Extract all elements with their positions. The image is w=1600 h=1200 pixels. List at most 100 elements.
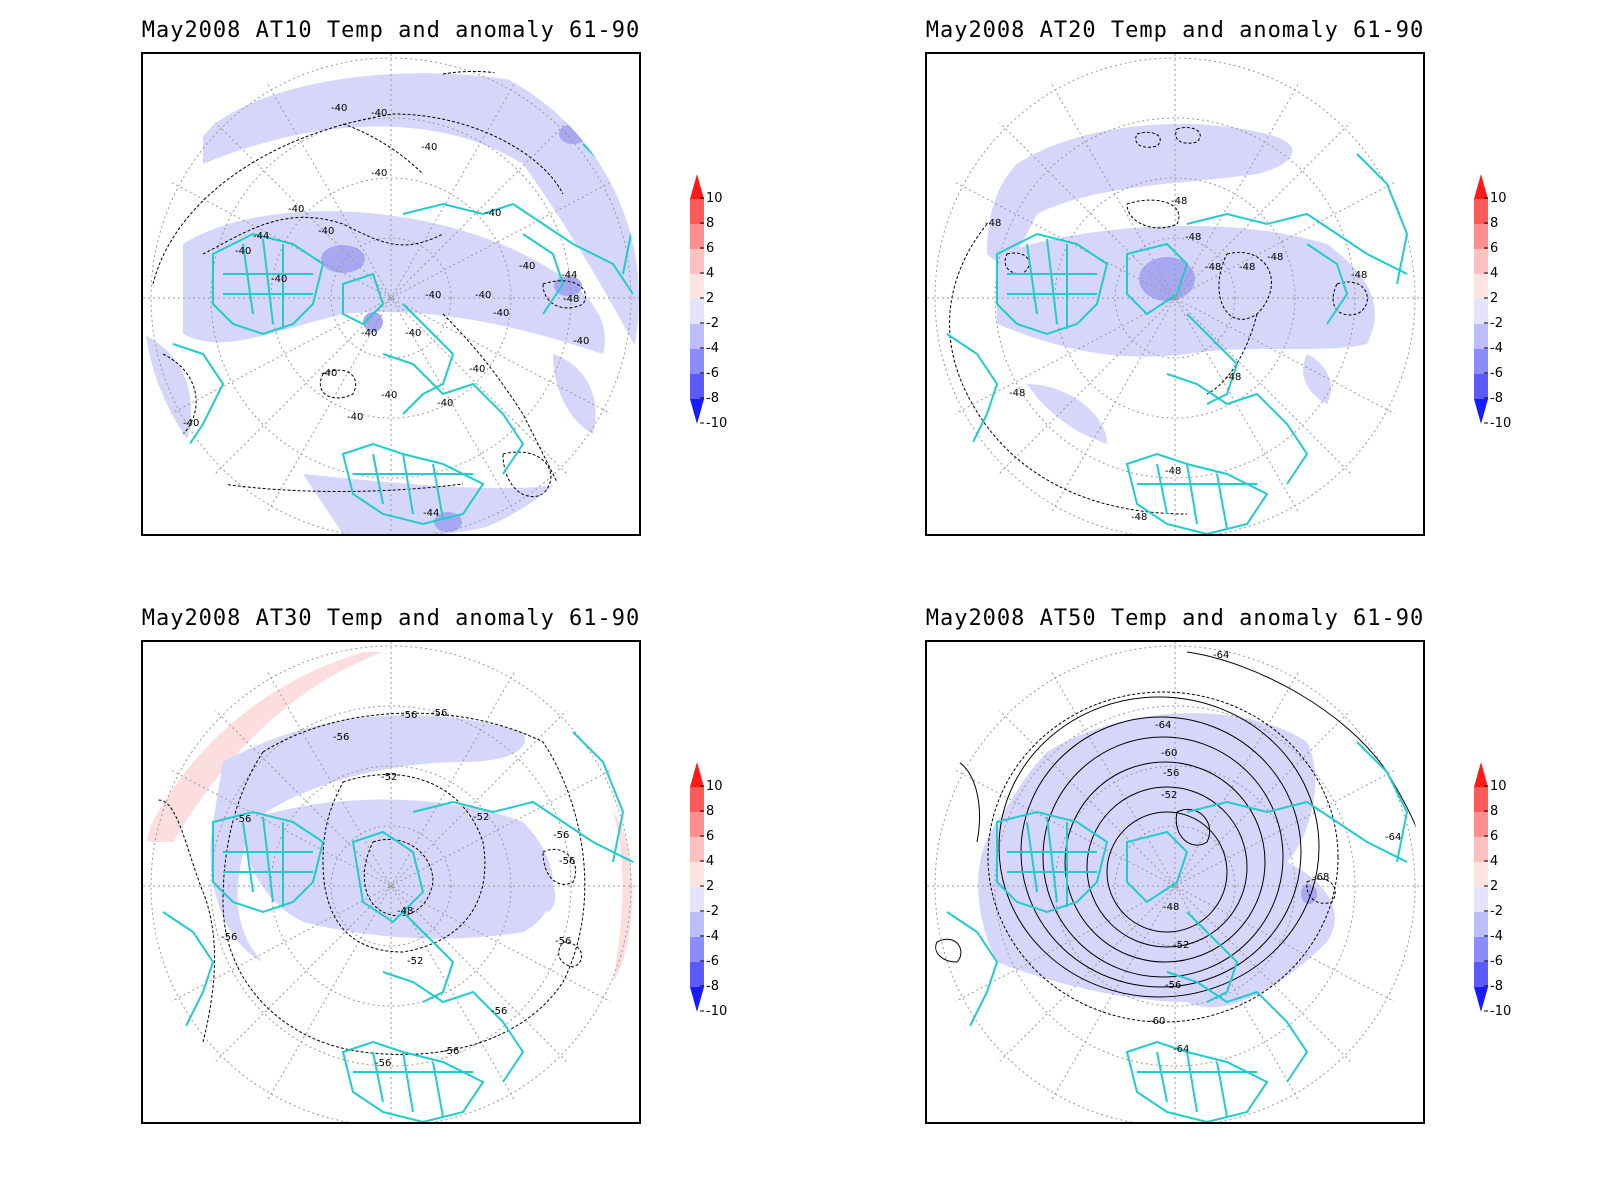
colorbar-segment-pos8 bbox=[1474, 199, 1488, 224]
colorbar-segment-neg10 bbox=[690, 399, 704, 424]
colorbar-segment-pos6 bbox=[690, 812, 704, 837]
contour-label: -60 bbox=[1161, 748, 1177, 759]
contour-label: -40 bbox=[183, 418, 199, 429]
contour-label: -40 bbox=[347, 412, 363, 423]
contour-label: -48 bbox=[1163, 902, 1179, 913]
colorbar-label: 10 bbox=[706, 191, 723, 206]
contour-label: -40 bbox=[469, 364, 485, 375]
contour-label: -48 bbox=[563, 294, 579, 305]
contour-label: -40 bbox=[371, 108, 387, 119]
contour-label: -44 bbox=[561, 270, 577, 281]
colorbar-label: -6 bbox=[1490, 366, 1503, 381]
contour-label: -40 bbox=[331, 103, 347, 114]
colorbar-segment-pos2 bbox=[690, 274, 704, 299]
colorbar-segment-neg6 bbox=[690, 937, 704, 962]
colorbar-label: 6 bbox=[1490, 241, 1498, 256]
colorbar-label: 4 bbox=[1490, 854, 1498, 869]
colorbar-label: 6 bbox=[706, 829, 714, 844]
colorbar-segment-pos10 bbox=[1474, 174, 1488, 199]
contour-label: -40 bbox=[405, 328, 421, 339]
colorbar-segment-pos10 bbox=[1474, 762, 1488, 787]
map-at30: -56 -56 -56 -52 -56 -52 -56 -56 -48 -52 … bbox=[141, 640, 641, 1124]
contour-label: -44 bbox=[423, 508, 439, 519]
colorbar-label: -8 bbox=[706, 979, 719, 994]
contour-label: -56 bbox=[333, 732, 349, 743]
contour-label: -40 bbox=[371, 168, 387, 179]
contour-label: -52 bbox=[1161, 790, 1177, 801]
colorbar-segment-pos6 bbox=[1474, 812, 1488, 837]
colorbar-segment-pos4 bbox=[1474, 837, 1488, 862]
colorbar-label: -4 bbox=[1490, 929, 1503, 944]
contour-label: -48 bbox=[1171, 196, 1187, 207]
colorbar-label: 8 bbox=[706, 804, 714, 819]
colorbar-label: 6 bbox=[1490, 829, 1498, 844]
colorbar-segment-pos6 bbox=[1474, 224, 1488, 249]
colorbar-segment-pos8 bbox=[690, 199, 704, 224]
colorbar-label: -2 bbox=[706, 316, 719, 331]
contour-label: -56 bbox=[555, 936, 571, 947]
colorbar-segment-pos2 bbox=[1474, 862, 1488, 887]
contour-label: -56 bbox=[235, 814, 251, 825]
colorbar-segment-neg2 bbox=[1474, 887, 1488, 912]
contour-label: -48 bbox=[985, 218, 1001, 229]
contour-label: -40 bbox=[361, 328, 377, 339]
colorbar-segment-neg6 bbox=[1474, 937, 1488, 962]
contour-label: -40 bbox=[437, 398, 453, 409]
colorbar-label: -2 bbox=[1490, 904, 1503, 919]
colorbar-segment-pos10 bbox=[690, 174, 704, 199]
contour-label: -48 bbox=[1267, 252, 1283, 263]
colorbar-label: -8 bbox=[1490, 979, 1503, 994]
contour-label: -40 bbox=[288, 204, 304, 215]
contour-label: -64 bbox=[1173, 1044, 1189, 1055]
contour-label: -56 bbox=[559, 856, 575, 867]
colorbar-label: 4 bbox=[1490, 266, 1498, 281]
colorbar-at30: 10 8 6 4 2 -2 -4 -6 -8 -10 bbox=[690, 762, 727, 1019]
contour-label: -56 bbox=[431, 708, 447, 719]
colorbar-segment-neg4 bbox=[690, 324, 704, 349]
colorbar-label: 2 bbox=[1490, 879, 1498, 894]
contour-label: -48 bbox=[1205, 262, 1221, 273]
colorbar-segment-pos4 bbox=[690, 837, 704, 862]
colorbar-label: 8 bbox=[1490, 216, 1498, 231]
colorbar-label: -10 bbox=[706, 1004, 727, 1019]
contour-label: -40 bbox=[381, 390, 397, 401]
colorbar-segment-pos6 bbox=[690, 224, 704, 249]
colorbar-segment-neg10 bbox=[690, 987, 704, 1012]
colorbar-segment-neg8 bbox=[690, 962, 704, 987]
colorbar-segment-neg6 bbox=[690, 349, 704, 374]
contour-label: -56 bbox=[1163, 768, 1179, 779]
colorbar-label: 2 bbox=[706, 291, 714, 306]
contour-label: -48 bbox=[1225, 372, 1241, 383]
contour-label: -48 bbox=[1185, 232, 1201, 243]
contour-label: -40 bbox=[475, 290, 491, 301]
contour-label: -52 bbox=[1173, 940, 1189, 951]
contour-label: -52 bbox=[473, 812, 489, 823]
colorbar-label: 10 bbox=[1490, 779, 1507, 794]
colorbar-segment-pos8 bbox=[1474, 787, 1488, 812]
colorbar-label: -4 bbox=[1490, 341, 1503, 356]
colorbar-label: -10 bbox=[1490, 1004, 1511, 1019]
contour-label: -40 bbox=[321, 368, 337, 379]
panel-title-at20: May2008 AT20 Temp and anomaly 61-90 bbox=[925, 18, 1425, 43]
colorbar-segment-neg4 bbox=[1474, 912, 1488, 937]
contour-label: -48 bbox=[1009, 388, 1025, 399]
colorbar-label: 4 bbox=[706, 266, 714, 281]
contour-label: -56 bbox=[1165, 980, 1181, 991]
contour-label: -40 bbox=[235, 246, 251, 257]
contour-label: -56 bbox=[553, 830, 569, 841]
contour-label: -64 bbox=[1155, 720, 1171, 731]
contour-label: -56 bbox=[221, 932, 237, 943]
contour-label: -60 bbox=[1149, 1016, 1165, 1027]
colorbar-label: -6 bbox=[706, 954, 719, 969]
contour-label: -48 bbox=[1239, 262, 1255, 273]
polar-map-at10: -40 -40 -40 -40 -40 -40 -44 -40 -40 -40 … bbox=[143, 54, 639, 534]
contour-label: -40 bbox=[318, 226, 334, 237]
colorbar-label: 4 bbox=[706, 854, 714, 869]
colorbar-segment-pos8 bbox=[690, 787, 704, 812]
colorbar-label: -8 bbox=[706, 391, 719, 406]
contour-label: -56 bbox=[443, 1046, 459, 1057]
contour-label: -52 bbox=[381, 772, 397, 783]
colorbar-label: -10 bbox=[706, 416, 727, 431]
colorbar-segment-neg4 bbox=[1474, 324, 1488, 349]
contour-label: -48 bbox=[1351, 270, 1367, 281]
